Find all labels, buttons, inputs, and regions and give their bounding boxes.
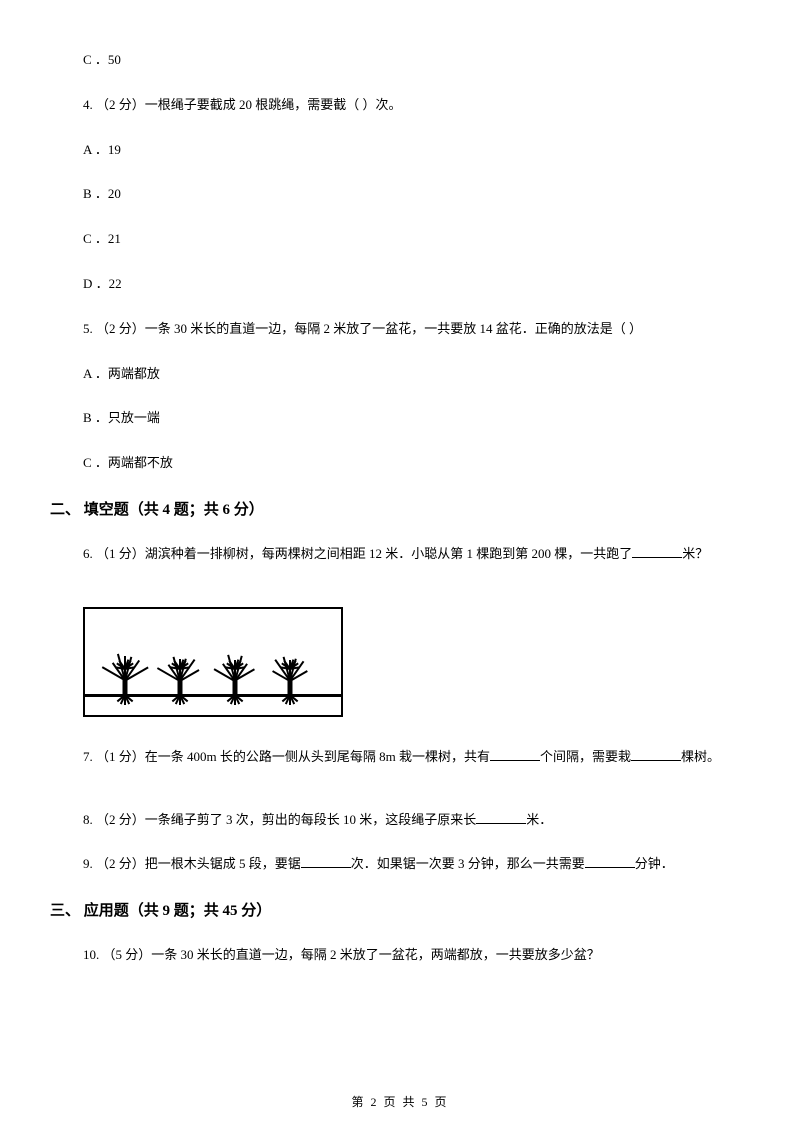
- section2-header: 二、 填空题（共 4 题；共 6 分）: [50, 498, 750, 522]
- q7-prefix: 7. （1 分）在一条 400m 长的公路一侧从头到尾每隔 8m 栽一棵树，共有: [83, 749, 490, 764]
- q4-option-b: B ．20: [83, 184, 750, 205]
- q5-option-c: C ．两端都不放: [83, 453, 750, 474]
- q4-option-c: C ．21: [83, 229, 750, 250]
- q9-mid: 次．如果锯一次要 3 分钟，那么一共需要: [351, 856, 585, 871]
- q9-text: 9. （2 分）把一根木头锯成 5 段，要锯 次．如果锯一次要 3 分钟，那么一共…: [83, 854, 750, 875]
- q9-blank1: [301, 855, 351, 868]
- q10-text: 10. （5 分）一条 30 米长的直道一边，每隔 2 米放了一盆花，两端都放，…: [83, 945, 750, 966]
- q7-blank1: [490, 748, 540, 761]
- q9-blank2: [585, 855, 635, 868]
- q7-text: 7. （1 分）在一条 400m 长的公路一侧从头到尾每隔 8m 栽一棵树，共有…: [83, 747, 750, 768]
- q9-suffix: 分钟．: [635, 856, 674, 871]
- q9-prefix: 9. （2 分）把一根木头锯成 5 段，要锯: [83, 856, 301, 871]
- q8-suffix: 米．: [526, 812, 552, 827]
- q7-blank2: [631, 748, 681, 761]
- q7-suffix: 棵树。: [681, 749, 720, 764]
- q4-option-d: D ．22: [83, 274, 750, 295]
- q8-blank: [476, 811, 526, 824]
- page-content: C ．50 4. （2 分）一根绳子要截成 20 根跳绳，需要截（ ）次。 A …: [50, 50, 750, 966]
- section3-header: 三、 应用题（共 9 题；共 45 分）: [50, 899, 750, 923]
- q8-prefix: 8. （2 分）一条绳子剪了 3 次，剪出的每段长 10 米，这段绳子原来长: [83, 812, 476, 827]
- page-footer: 第 2 页 共 5 页: [0, 1093, 800, 1110]
- q5-text: 5. （2 分）一条 30 米长的直道一边，每隔 2 米放了一盆花，一共要放 1…: [83, 319, 750, 340]
- q5-option-a: A ．两端都放: [83, 364, 750, 385]
- q8-text: 8. （2 分）一条绳子剪了 3 次，剪出的每段长 10 米，这段绳子原来长 米．: [83, 810, 750, 831]
- q4-option-a: A ．19: [83, 140, 750, 161]
- tree-illustration: [83, 607, 343, 717]
- q6-blank: [632, 545, 682, 558]
- q3-option-c: C ．50: [83, 50, 750, 71]
- q6-text: 6. （1 分）湖滨种着一排柳树，每两棵树之间相距 12 米．小聪从第 1 棵跑…: [83, 544, 750, 565]
- q5-option-b: B ．只放一端: [83, 408, 750, 429]
- q4-text: 4. （2 分）一根绳子要截成 20 根跳绳，需要截（ ）次。: [83, 95, 750, 116]
- q6-suffix: 米？: [682, 546, 708, 561]
- q6-prefix: 6. （1 分）湖滨种着一排柳树，每两棵树之间相距 12 米．小聪从第 1 棵跑…: [83, 546, 632, 561]
- q7-mid: 个间隔，需要栽: [540, 749, 631, 764]
